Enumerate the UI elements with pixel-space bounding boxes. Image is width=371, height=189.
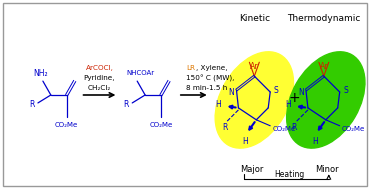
Text: CO₂Me: CO₂Me [150,122,173,128]
Text: CO₂Me: CO₂Me [342,126,365,132]
Text: CO₂Me: CO₂Me [55,122,78,128]
Text: Kinetic: Kinetic [239,14,270,23]
Text: H: H [243,137,248,146]
Text: R: R [291,123,297,132]
Text: CH₂Cl₂: CH₂Cl₂ [88,85,111,91]
Text: H: H [312,137,318,146]
Text: Ar: Ar [319,62,328,71]
Text: 8 min-1.5 h: 8 min-1.5 h [186,85,227,91]
Text: R: R [124,100,129,109]
Text: Minor: Minor [315,165,339,174]
Text: R: R [222,123,227,132]
Ellipse shape [287,52,365,148]
Text: Pyridine,: Pyridine, [84,75,115,81]
Text: S: S [274,86,279,94]
Text: +: + [288,91,300,105]
Text: , Xylene,: , Xylene, [196,65,227,71]
Text: NHCOAr: NHCOAr [126,70,154,76]
Text: Thermodynamic: Thermodynamic [287,14,361,23]
Text: CO₂Me: CO₂Me [272,126,296,132]
Text: H: H [285,100,291,109]
Text: LR: LR [186,65,195,71]
Text: NH₂: NH₂ [34,69,48,78]
Text: Heating: Heating [274,170,304,179]
Text: Ar: Ar [250,62,259,71]
Text: H: H [216,100,221,109]
Text: Major: Major [240,165,263,174]
Ellipse shape [215,52,293,148]
Text: N: N [229,88,234,97]
Text: ArCOCl,: ArCOCl, [86,65,114,71]
Text: 150° C (MW),: 150° C (MW), [186,74,234,82]
Text: N: N [298,88,304,97]
Text: R: R [29,100,35,109]
Text: S: S [343,86,348,94]
